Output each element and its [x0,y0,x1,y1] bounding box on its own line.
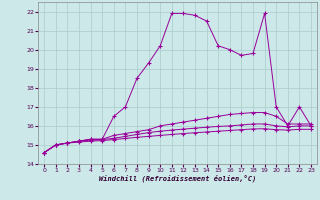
X-axis label: Windchill (Refroidissement éolien,°C): Windchill (Refroidissement éolien,°C) [99,175,256,182]
